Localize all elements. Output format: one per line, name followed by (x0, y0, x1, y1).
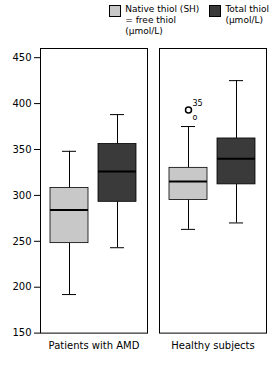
svg-text:300: 300 (12, 190, 31, 201)
svg-text:150: 150 (12, 328, 31, 339)
svg-text:250: 250 (12, 236, 31, 247)
html-text:Native thiol (SH) = free thiol: Native thiol (SH) = free thiol (μmol/L) (125, 4, 200, 36)
svg-text:200: 200 (12, 282, 31, 293)
svg-text:o: o (193, 113, 198, 122)
svg-text:Healthy subjects: Healthy subjects (171, 341, 254, 352)
svg-text:35: 35 (193, 99, 203, 108)
svg-text:350: 350 (12, 144, 31, 155)
svg-text:Patients with AMD: Patients with AMD (49, 341, 140, 352)
svg-text:400: 400 (12, 98, 31, 109)
svg-text:450: 450 (12, 52, 31, 63)
html-text:Total thiol (μmol/L): Total thiol (μmol/L) (225, 4, 269, 25)
